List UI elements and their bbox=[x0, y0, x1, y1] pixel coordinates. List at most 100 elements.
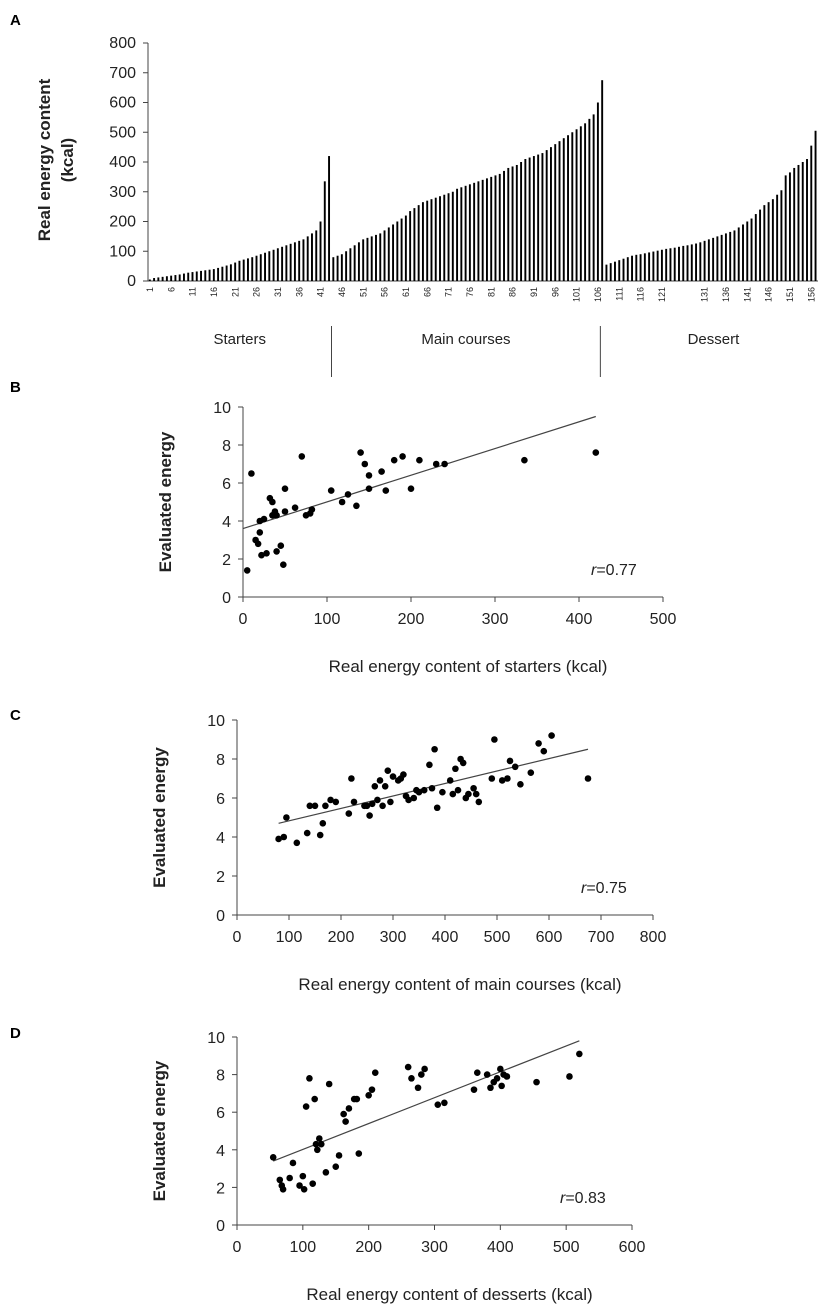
panel-c-data-point bbox=[517, 781, 524, 788]
panel-a-bar bbox=[605, 264, 608, 281]
panel-a-bar bbox=[622, 258, 625, 281]
panel-a-xtick-label: 111 bbox=[614, 287, 624, 301]
panel-d-ytick-label: 2 bbox=[216, 1180, 225, 1197]
panel-d-data-point bbox=[322, 1169, 330, 1176]
panel-a-bar bbox=[793, 167, 796, 281]
panel-b-r-number: =0.77 bbox=[596, 562, 637, 579]
panel-c-data-point bbox=[345, 810, 353, 817]
panel-a-bar bbox=[571, 132, 574, 281]
panel-a-bar bbox=[336, 255, 339, 281]
panel-c-data-point bbox=[363, 802, 371, 810]
panel-a-bar bbox=[229, 264, 232, 281]
panel-d-data-point bbox=[470, 1086, 478, 1093]
panel-a-bar bbox=[797, 164, 800, 281]
panel-a-bar bbox=[383, 230, 386, 281]
panel-d-ytick-label: 10 bbox=[207, 1030, 225, 1047]
panel-a-group-label: Starters bbox=[213, 331, 266, 348]
panel-a-ytick-label: 300 bbox=[109, 184, 136, 201]
panel-a-bar bbox=[601, 80, 604, 281]
panel-d-data-point bbox=[368, 1086, 376, 1093]
panel-d-trend-line bbox=[272, 1040, 580, 1162]
panel-c-ylabel: Evaluated energy bbox=[150, 747, 169, 888]
panel-c-data-point bbox=[420, 786, 428, 794]
panel-a-bar bbox=[814, 130, 817, 281]
panel-b-data-point bbox=[521, 456, 528, 464]
panel-a-xtick-label: 71 bbox=[444, 287, 454, 297]
panel-c-data-point bbox=[475, 798, 483, 806]
panel-a-bar bbox=[686, 245, 689, 281]
panel-c-data-point bbox=[415, 788, 423, 796]
panel-b-data-point bbox=[280, 561, 287, 568]
panel-c-data-point bbox=[540, 747, 548, 755]
panel-a-bar bbox=[315, 230, 318, 281]
panel-c-data-point bbox=[446, 777, 454, 784]
panel-a-bar bbox=[400, 218, 403, 281]
panel-b-xtick-label: 500 bbox=[650, 611, 677, 628]
panel-a-bar bbox=[379, 233, 382, 281]
panel-a-bar bbox=[652, 251, 655, 281]
panel-a-bar bbox=[293, 242, 296, 281]
panel-a-bar bbox=[481, 179, 484, 281]
panel-a-bar bbox=[532, 156, 535, 281]
panel-a-bar bbox=[550, 147, 552, 281]
panel-a-xtick-label: 46 bbox=[337, 287, 347, 297]
panel-a-xtick-label: 101 bbox=[572, 287, 582, 302]
panel-a-bar bbox=[285, 245, 288, 281]
panel-c-data-point bbox=[293, 839, 301, 847]
panel-c-xtick-label: 300 bbox=[380, 929, 407, 946]
panel-c-data-point bbox=[472, 790, 480, 798]
panel-d-data-point bbox=[566, 1073, 573, 1080]
panel-a-bar bbox=[195, 271, 198, 281]
panel-c-data-point bbox=[454, 786, 462, 794]
panel-c-ytick-label: 4 bbox=[216, 830, 225, 847]
panel-c-xtick-label: 600 bbox=[536, 929, 563, 946]
panel-a-bar bbox=[212, 269, 215, 281]
panel-a-xtick-label: 106 bbox=[593, 287, 603, 302]
panel-c-data-point bbox=[431, 745, 438, 753]
panel-a-bar bbox=[161, 276, 164, 281]
panel-a-ytick-label: 500 bbox=[109, 124, 136, 141]
panel-a-bar bbox=[507, 167, 510, 281]
panel-b-trend-line bbox=[242, 415, 596, 530]
panel-d-ylabel: Evaluated energy bbox=[150, 1060, 169, 1201]
panel-b-data-point bbox=[298, 453, 306, 460]
panel-a-group-label: Dessert bbox=[688, 331, 741, 348]
panel-c-data-point bbox=[410, 794, 418, 802]
panel-a-xtick-label: 131 bbox=[700, 287, 710, 302]
panel-a-xtick-label: 21 bbox=[230, 287, 240, 297]
panel-b-xtick-label: 0 bbox=[239, 611, 248, 628]
panel-d-data-point bbox=[309, 1180, 317, 1187]
panel-b-ytick-label: 8 bbox=[222, 438, 231, 455]
panel-a-bar bbox=[545, 150, 548, 281]
panel-b-ytick-label: 10 bbox=[213, 400, 231, 417]
panel-c-data-point bbox=[350, 798, 358, 806]
panel-a-group-label: Main courses bbox=[421, 331, 510, 348]
panel-a-xtick-label: 56 bbox=[380, 287, 390, 297]
panel-a-bar bbox=[716, 236, 719, 281]
panel-a-bar bbox=[614, 261, 616, 281]
panel-c-data-point bbox=[381, 783, 389, 790]
panel-a-bar bbox=[464, 185, 467, 281]
panel-b-data-point bbox=[256, 529, 264, 536]
panel-a-bar bbox=[225, 265, 228, 281]
panel-a-ytick-label: 600 bbox=[109, 95, 136, 112]
panel-c-letter: C bbox=[10, 707, 21, 724]
panel-d-data-point bbox=[312, 1140, 320, 1148]
panel-a-bar bbox=[707, 239, 710, 281]
panel-a-bar bbox=[362, 239, 365, 281]
panel-a-bar bbox=[784, 175, 787, 281]
panel-a-bar bbox=[311, 233, 313, 281]
panel-a-bar bbox=[537, 154, 540, 281]
panel-c-data-point bbox=[426, 761, 433, 769]
panel-a-bar bbox=[468, 184, 471, 281]
panel-a-bar bbox=[451, 191, 454, 281]
panel-a-bar bbox=[409, 211, 412, 281]
panel-a-bar bbox=[660, 249, 663, 281]
panel-a-bar bbox=[588, 118, 591, 281]
panel-d-r-number: =0.83 bbox=[565, 1190, 606, 1207]
panel-a-ytick-label: 0 bbox=[127, 273, 136, 290]
panel-a-xtick-label: 1 bbox=[145, 287, 155, 292]
panel-a-bar bbox=[276, 248, 279, 281]
panel-a-bar bbox=[456, 188, 459, 281]
panel-c-xtick-label: 800 bbox=[640, 929, 667, 946]
